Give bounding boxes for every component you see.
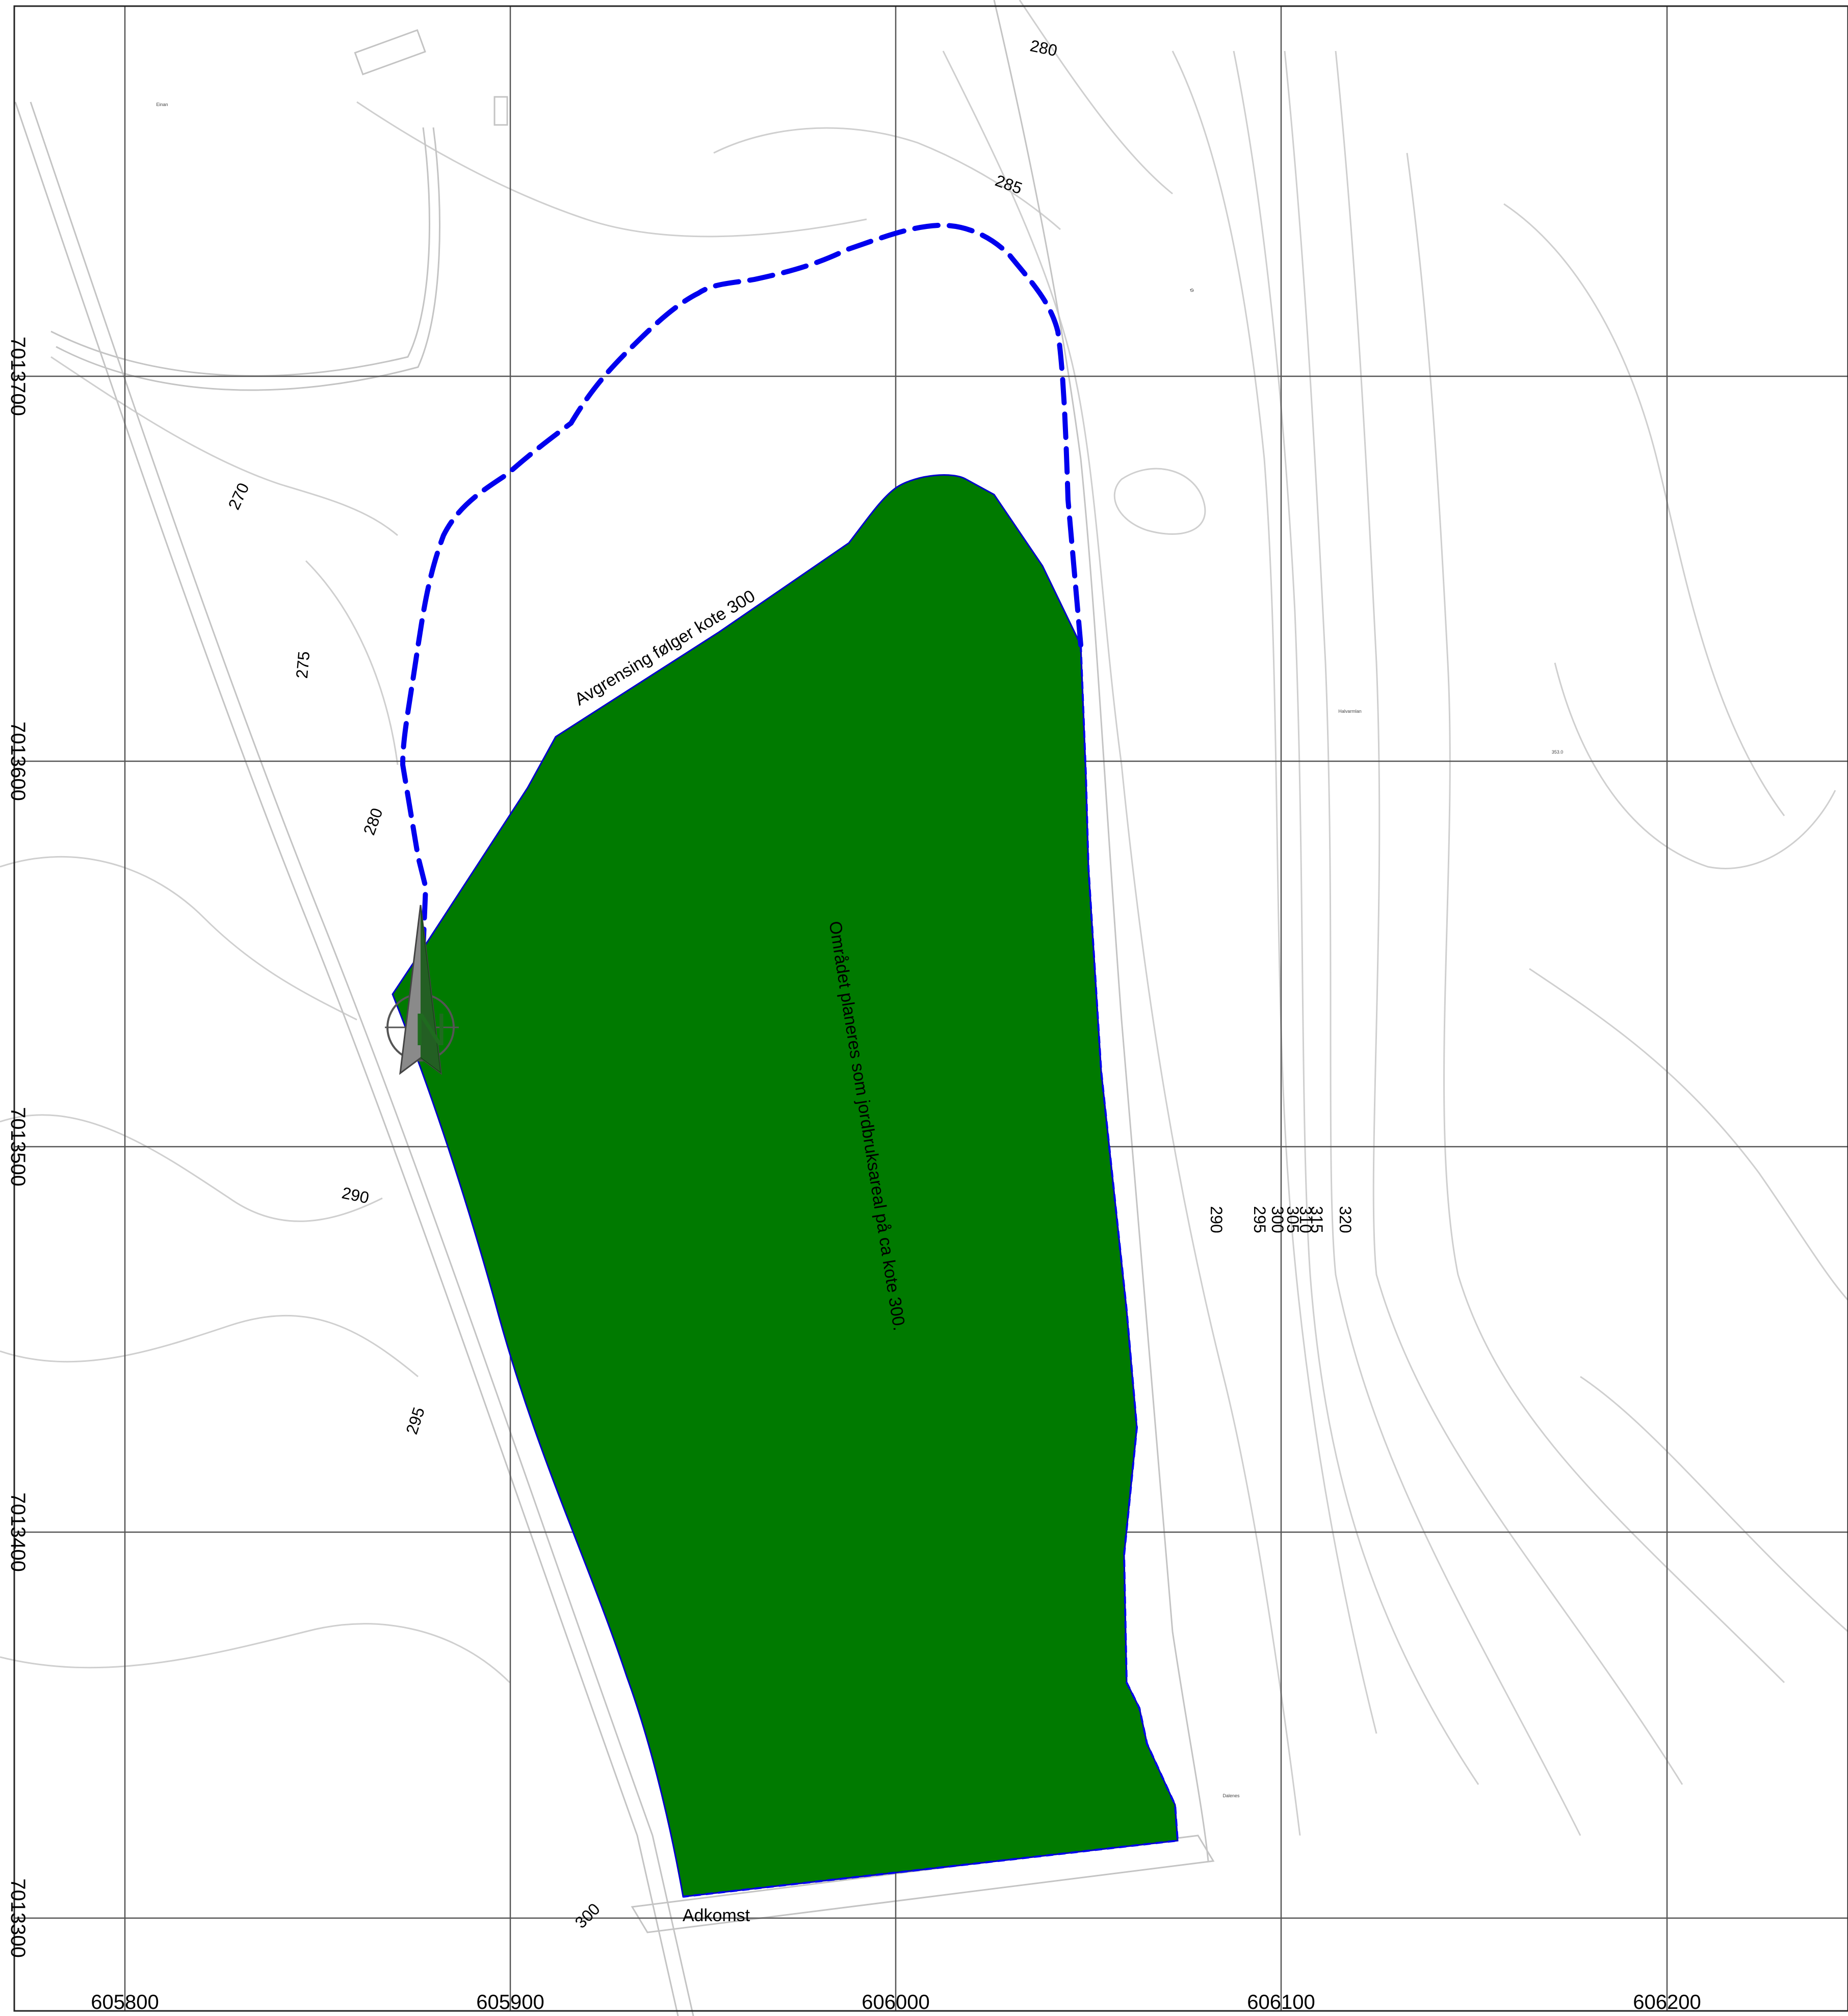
contour-label: 305 — [1284, 1206, 1302, 1233]
easting-label: 605800 — [91, 1991, 159, 2013]
contour-label: 315 — [1308, 1206, 1326, 1233]
roads — [14, 0, 1215, 2016]
north-arrow-icon: N — [385, 904, 459, 1075]
map-frame — [13, 5, 1848, 2012]
northing-labels: 7013700 7013600 7013500 7013400 7013300 — [7, 337, 29, 1958]
planned-area — [392, 474, 1179, 1898]
contour-label: 275 — [293, 651, 314, 679]
place-name: Halvarmlan — [1338, 709, 1362, 714]
place-name: Ø — [1189, 288, 1194, 293]
svg-text:N: N — [414, 1004, 447, 1055]
contour-lines — [0, 0, 1848, 1836]
northing-label: 7013300 — [7, 1878, 29, 1958]
contour-label: 295 — [1251, 1206, 1269, 1233]
place-name: Einan — [156, 102, 168, 107]
contour-label: 300 — [1268, 1206, 1287, 1233]
place-names: Einan Halvarmlan 353.0 Dalenes Ø — [156, 102, 1563, 1798]
northing-label: 7013700 — [7, 337, 29, 416]
access-label: Adkomst — [683, 1906, 750, 1925]
easting-label: 606200 — [1633, 1991, 1701, 2013]
place-name: Dalenes — [1222, 1793, 1240, 1798]
place-name: 353.0 — [1552, 749, 1564, 755]
planned-area-dashed-edge — [683, 644, 1179, 1898]
northing-label: 7013500 — [7, 1107, 29, 1186]
easting-labels: 605800 605900 606000 606100 606200 — [91, 1991, 1701, 2013]
contour-label: 310 — [1296, 1206, 1315, 1233]
easting-label: 606000 — [862, 1991, 929, 2013]
easting-label: 605900 — [476, 1991, 544, 2013]
easting-label: 606100 — [1247, 1991, 1315, 2013]
northing-label: 7013600 — [7, 721, 29, 801]
contour-label: 290 — [1207, 1206, 1226, 1233]
contour-label: 320 — [1336, 1206, 1355, 1233]
boundary-line-300 — [400, 222, 1083, 951]
northing-label: 7013400 — [7, 1492, 29, 1572]
